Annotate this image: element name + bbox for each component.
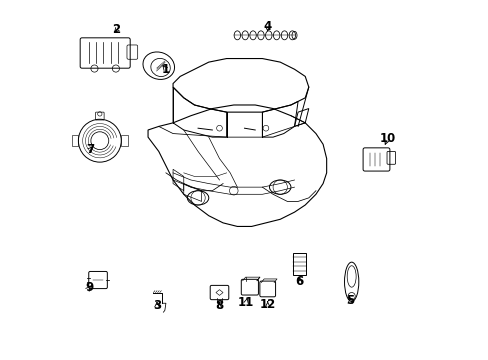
- Text: 9: 9: [85, 282, 93, 294]
- Bar: [72, 135, 78, 146]
- Bar: [293, 253, 305, 275]
- Text: 7: 7: [86, 143, 94, 156]
- Text: 5: 5: [346, 294, 354, 307]
- Text: 1: 1: [162, 63, 170, 76]
- Bar: [121, 135, 127, 146]
- Text: 4: 4: [263, 20, 271, 33]
- Text: 10: 10: [379, 132, 395, 145]
- Text: 12: 12: [259, 298, 275, 311]
- Text: 3: 3: [153, 299, 161, 312]
- Text: 2: 2: [112, 23, 121, 36]
- Text: 6: 6: [295, 275, 304, 288]
- Text: 8: 8: [215, 299, 223, 312]
- Text: 11: 11: [238, 296, 254, 309]
